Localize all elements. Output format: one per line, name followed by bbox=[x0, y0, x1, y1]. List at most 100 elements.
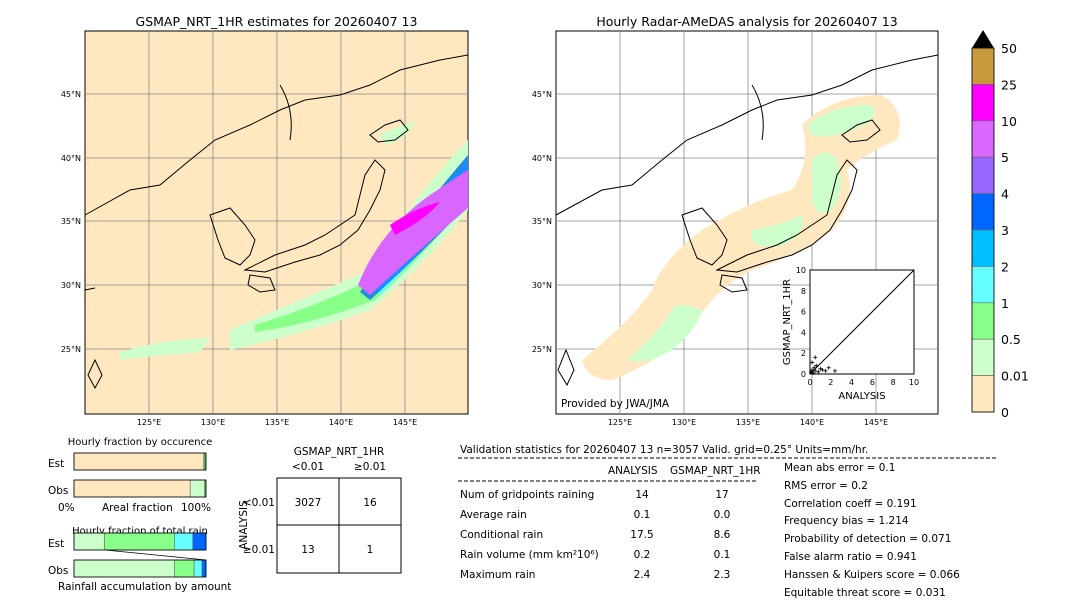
contingency-table: GSMAP_NRT_1HR <0.01 ≥0.01 3027 16 13 1 <… bbox=[238, 446, 402, 574]
colorbar: 50 25 10 5 4 3 2 1 0.5 0.01 0 bbox=[971, 30, 1029, 420]
scatter-point bbox=[823, 368, 828, 373]
validation-row-gsmap: 2.3 bbox=[713, 569, 731, 581]
colorbar-label: 25 bbox=[1001, 77, 1017, 92]
validation-col-gsmap: GSMAP_NRT_1HR bbox=[670, 465, 761, 477]
validation-row-analysis: 2.4 bbox=[633, 569, 651, 581]
rain-fraction-bars bbox=[73, 532, 207, 578]
rain-fraction-bar-segment bbox=[174, 559, 195, 578]
colorbar-swatch bbox=[971, 120, 995, 158]
occurrence-bar-frame bbox=[73, 479, 207, 498]
rain-fraction-bar-segment bbox=[192, 532, 207, 551]
occurrence-bar-segment bbox=[73, 479, 191, 498]
left-map-lon-label: 130°E bbox=[201, 418, 225, 427]
validation-score: Correlation coeff = 0.191 bbox=[784, 497, 917, 510]
right-map-lat-label: 25°N bbox=[532, 345, 552, 354]
contingency-cell-01: 16 bbox=[363, 497, 377, 509]
occurrence-title: Hourly fraction by occurence bbox=[67, 437, 213, 448]
colorbar-label: 3 bbox=[1001, 223, 1009, 238]
contingency-axis-label: ANALYSIS bbox=[238, 500, 250, 550]
left-map-lat-label: 30°N bbox=[61, 281, 81, 290]
validation-score: RMS error = 0.2 bbox=[784, 479, 868, 492]
colorbar-swatch bbox=[971, 375, 995, 413]
colorbar-swatch bbox=[971, 266, 995, 304]
scatter-ytick: 10 bbox=[796, 266, 806, 275]
rain-fraction-bar-segment bbox=[193, 559, 203, 578]
left-map-lat-label: 45°N bbox=[61, 90, 81, 99]
right-map-coverage bbox=[582, 95, 900, 380]
rain-fraction-bar-segment bbox=[73, 532, 105, 551]
scatter-ylabel: GSMAP_NRT_1HR bbox=[782, 279, 793, 365]
occurrence-row-est: Est bbox=[48, 458, 64, 470]
left-map-coast bbox=[84, 54, 469, 390]
validation-row-analysis: 14 bbox=[635, 489, 649, 501]
scatter-ytick: 2 bbox=[801, 349, 806, 358]
contingency-col-0: <0.01 bbox=[292, 461, 324, 473]
occurrence-x-mid: Areal fraction bbox=[102, 502, 173, 514]
right-map-lat-label: 40°N bbox=[532, 154, 552, 163]
left-map-lon-label: 135°E bbox=[265, 418, 289, 427]
occurrence-x-0: 0% bbox=[58, 502, 75, 514]
scatter-ytick: 6 bbox=[801, 308, 806, 317]
left-map-rain bbox=[120, 122, 468, 360]
colorbar-swatch bbox=[971, 229, 995, 267]
validation-row-analysis: 0.1 bbox=[633, 509, 651, 521]
occurrence-bar-segment bbox=[73, 452, 204, 471]
right-map-lat-label: 30°N bbox=[532, 281, 552, 290]
occurrence-x-100: 100% bbox=[181, 502, 211, 514]
scatter-point bbox=[814, 363, 819, 368]
rain-fraction-bar-segment bbox=[104, 532, 175, 551]
colorbar-label: 0.5 bbox=[1001, 332, 1021, 347]
colorbar-label: 0.01 bbox=[1001, 369, 1029, 384]
validation-row-label: Conditional rain bbox=[460, 529, 544, 541]
right-map-lon-label: 145°E bbox=[864, 418, 888, 427]
colorbar-label: 0 bbox=[1001, 405, 1009, 420]
left-map-lon-label: 140°E bbox=[329, 418, 353, 427]
rain-fraction-bar-frame bbox=[73, 559, 207, 578]
scatter-xtick: 4 bbox=[849, 378, 854, 387]
colorbar-label: 2 bbox=[1001, 259, 1009, 274]
validation-row-gsmap: 0.1 bbox=[713, 549, 731, 561]
validation-row-label: Average rain bbox=[460, 509, 527, 521]
validation-row-label: Maximum rain bbox=[460, 569, 536, 581]
scatter-point bbox=[810, 360, 815, 365]
scatter-point bbox=[820, 367, 825, 372]
scatter-point bbox=[816, 369, 821, 374]
colorbar-swatch bbox=[971, 302, 995, 340]
validation-row-gsmap: 8.6 bbox=[713, 529, 731, 541]
left-map-grid: 45°N 40°N 35°N 30°N 25°N 125°E 130°E 135°E 140°E… bbox=[61, 31, 468, 427]
right-map-lon-label: 125°E bbox=[608, 418, 632, 427]
validation-row-label: Num of gridpoints raining bbox=[460, 489, 595, 501]
colorbar-swatch bbox=[971, 193, 995, 231]
rain-fraction-bar-segment bbox=[174, 532, 194, 551]
validation-score: Probability of detection = 0.071 bbox=[784, 533, 952, 546]
contingency-cell-00: 3027 bbox=[295, 497, 322, 509]
fraction-bars: Est Obs 0% Areal fraction 100% Est Obs R… bbox=[48, 452, 231, 593]
validation-row-analysis: 0.2 bbox=[633, 549, 651, 561]
scatter-point bbox=[813, 368, 818, 373]
occurrence-bars bbox=[73, 452, 207, 498]
validation-row-analysis: 17.5 bbox=[630, 529, 654, 541]
rain-fraction-title: Hourly fraction of total rain bbox=[72, 526, 208, 537]
scatter-xtick: 0 bbox=[807, 378, 812, 387]
scatter-xtick: 2 bbox=[828, 378, 833, 387]
right-map-credit: Provided by JWA/JMA bbox=[561, 398, 670, 410]
scatter-points bbox=[809, 355, 837, 375]
right-map-lon-label: 135°E bbox=[736, 418, 760, 427]
scatter-point bbox=[809, 369, 814, 374]
scatter-point bbox=[813, 355, 818, 360]
validation-row-gsmap: 17 bbox=[715, 489, 729, 501]
validation-score: Frequency bias = 1.214 bbox=[784, 515, 909, 528]
right-map-lat-label: 45°N bbox=[532, 90, 552, 99]
right-map-coast bbox=[555, 54, 939, 387]
validation-header: Validation statistics for 20260407 13 n=… bbox=[460, 444, 869, 456]
scatter-point bbox=[832, 368, 837, 373]
right-map-title: Hourly Radar-AMeDAS analysis for 2026040… bbox=[596, 14, 898, 29]
rain-fraction-bar-segment bbox=[73, 559, 175, 578]
scatter-xtick: 6 bbox=[870, 378, 875, 387]
validation-col-analysis: ANALYSIS bbox=[608, 465, 658, 477]
right-map-lat-label: 35°N bbox=[532, 217, 552, 226]
rain-footer: Rainfall accumulation by amount bbox=[58, 581, 231, 593]
contingency-title: GSMAP_NRT_1HR bbox=[294, 446, 385, 458]
left-map-lat-label: 35°N bbox=[61, 217, 81, 226]
scatter-xlabel: ANALYSIS bbox=[838, 391, 885, 402]
